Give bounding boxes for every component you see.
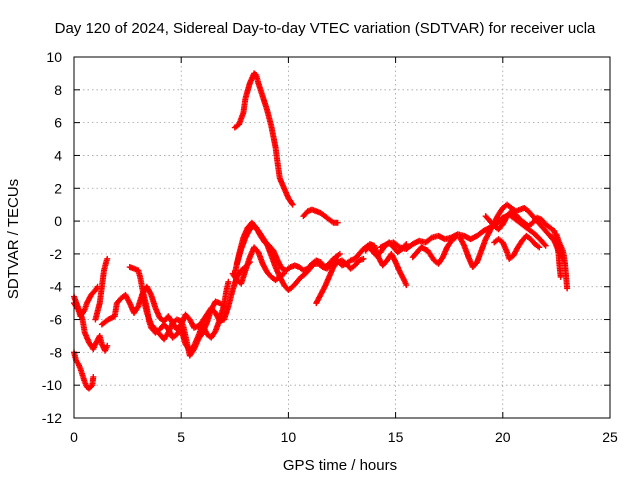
series-arc-3 <box>71 283 101 320</box>
y-tick-label: 2 <box>54 180 62 196</box>
y-tick-label: -6 <box>50 312 63 328</box>
y-axis-label: SDTVAR / TECUs <box>5 179 22 299</box>
data-point <box>289 201 296 208</box>
data-point <box>541 241 548 248</box>
x-axis-label: GPS time / hours <box>283 457 397 474</box>
y-axis-ticks: -12 -10 -8 -6 -4 -2 0 2 4 6 8 10 <box>42 49 610 426</box>
data-point <box>90 373 97 380</box>
x-tick-label: 15 <box>388 429 404 445</box>
series-arc-7 <box>139 291 228 359</box>
x-tick-label: 25 <box>602 429 618 445</box>
data-point <box>334 219 341 226</box>
chart-title: Day 120 of 2024, Sidereal Day-to-day VTE… <box>55 20 596 37</box>
data-point <box>542 242 549 249</box>
y-tick-label: 0 <box>54 213 62 229</box>
y-tick-label: -12 <box>42 410 62 426</box>
series-arc-8 <box>229 244 288 287</box>
data-point <box>536 244 543 251</box>
x-tick-label: 20 <box>495 429 511 445</box>
series-arc-12 <box>300 206 341 226</box>
x-tick-label: 10 <box>281 429 297 445</box>
y-tick-label: -2 <box>50 246 63 262</box>
data-point <box>403 282 410 289</box>
series-arc-19 <box>491 232 543 262</box>
data-point <box>557 273 564 280</box>
x-axis-ticks: 0 5 10 15 20 25 <box>70 57 618 445</box>
y-tick-label: -8 <box>50 344 63 360</box>
series-arc-16 <box>409 234 459 267</box>
y-tick-label: 6 <box>54 115 62 131</box>
series-arc-11 <box>231 70 296 208</box>
x-tick-label: 0 <box>70 429 78 445</box>
x-tick-label: 5 <box>177 429 185 445</box>
y-tick-label: 8 <box>54 82 62 98</box>
data-point <box>564 285 571 292</box>
data-series <box>71 70 571 392</box>
series-arc-20 <box>553 231 571 292</box>
data-point <box>88 383 95 390</box>
series-arc-14 <box>362 241 410 289</box>
series-arc-4 <box>92 255 111 323</box>
data-point <box>360 255 367 262</box>
series-arc-10 <box>233 223 343 294</box>
data-point <box>336 250 343 257</box>
data-point <box>104 342 111 349</box>
y-tick-label: 4 <box>54 147 62 163</box>
series-arc-18 <box>482 208 564 280</box>
data-point <box>281 270 288 277</box>
data-point <box>221 303 228 310</box>
y-tick-label: -10 <box>42 377 62 393</box>
data-point <box>104 255 111 262</box>
data-point <box>225 278 232 285</box>
plot-frame <box>73 56 611 419</box>
y-tick-label: 10 <box>46 49 62 65</box>
series-arc-2 <box>71 293 111 354</box>
y-tick-label: -4 <box>50 279 63 295</box>
series-arc-6 <box>126 264 232 354</box>
series-arc-13 <box>313 255 367 307</box>
